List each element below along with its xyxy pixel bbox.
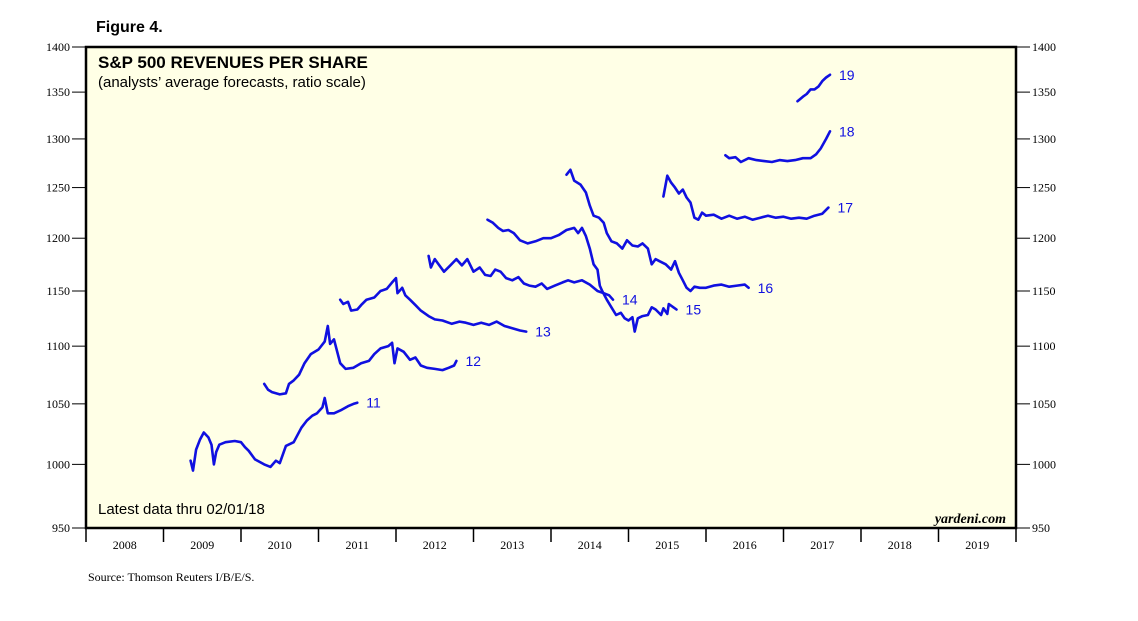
series-label-14: 14 [622,292,638,308]
y-tick-label-right: 1250 [1032,181,1056,195]
yardeni-watermark: yardeni.com [933,512,1006,527]
series-label-18: 18 [839,123,855,139]
y-tick-label-right: 1300 [1032,132,1056,146]
series-line-13 [338,276,528,333]
x-tick-label: 2008 [113,538,137,552]
chart-subtitle: (analysts’ average forecasts, ratio scal… [98,74,366,91]
figure-label: Figure 4. [96,19,163,36]
x-tick-label: 2016 [733,538,757,552]
y-tick-label-left: 1150 [46,284,70,298]
y-tick-label-left: 1300 [46,132,70,146]
y-tick-label-right: 1100 [1032,339,1056,353]
x-tick-label: 2009 [190,538,214,552]
series-line-16 [565,168,750,293]
x-tick-label: 2019 [965,538,989,552]
x-axis: 2008 2009 2010 2011 2012 2013 2014 2015 2016 2017… [85,528,1017,552]
y-axis-left: 950 1000 1050 1100 1150 1200 1250 1300 1350 1400 [46,40,86,535]
series-line-12 [262,324,458,396]
y-tick-label-left: 1350 [46,85,70,99]
series-label-12: 12 [465,353,481,369]
series-line-17 [662,174,830,221]
series-label-16: 16 [758,280,774,296]
series-label-19: 19 [839,67,855,83]
series-layer: 11 12 13 14 15 16 17 18 19 [189,67,855,472]
series-line-19 [796,73,832,103]
chart-title: S&P 500 REVENUES PER SHARE [98,53,368,72]
x-tick-label: 2017 [810,538,834,552]
y-tick-label-left: 950 [52,521,70,535]
y-tick-label-right: 1000 [1032,457,1056,471]
series-label-13: 13 [535,324,551,340]
y-tick-label-left: 1250 [46,181,70,195]
series-line-14 [427,254,615,301]
x-tick-label: 2012 [423,538,447,552]
x-tick-label: 2015 [655,538,679,552]
series-line-15 [486,218,678,333]
y-tick-label-right: 1400 [1032,40,1056,54]
source-note: Source: Thomson Reuters I/B/E/S. [88,570,254,584]
y-tick-label-right: 1150 [1032,284,1056,298]
latest-data-annotation: Latest data thru 02/01/18 [98,501,265,518]
x-tick-label: 2014 [578,538,602,552]
y-tick-label-left: 1000 [46,457,70,471]
x-tick-label: 2010 [268,538,292,552]
x-tick-label: 2011 [345,538,369,552]
series-label-15: 15 [686,301,702,317]
series-label-11: 11 [366,395,381,411]
series-line-18 [724,130,832,164]
y-tick-label-right: 950 [1032,521,1050,535]
x-tick-label: 2018 [888,538,912,552]
x-tick-label: 2013 [500,538,524,552]
y-axis-right: 950 1000 1050 1100 1150 1200 1250 1300 1350 1400 [1016,40,1056,535]
y-tick-label-right: 1200 [1032,231,1056,245]
y-tick-label-left: 1400 [46,40,70,54]
y-tick-label-left: 1050 [46,397,70,411]
y-tick-label-right: 1350 [1032,85,1056,99]
y-tick-label-left: 1100 [46,339,70,353]
y-tick-label-right: 1050 [1032,397,1056,411]
series-line-11 [189,396,359,472]
series-label-17: 17 [837,200,853,216]
y-tick-label-left: 1200 [46,231,70,245]
